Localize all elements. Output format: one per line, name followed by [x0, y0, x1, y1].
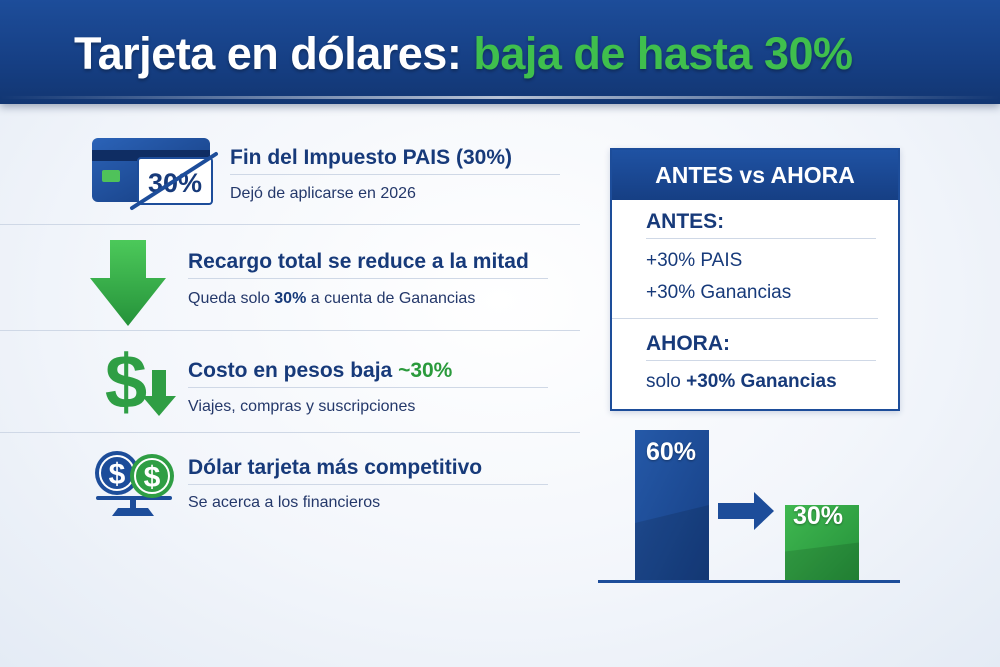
comparison-bar-chart [598, 430, 900, 583]
costo-title-pre: Costo en pesos baja [188, 359, 399, 382]
costo-title-green: ~30% [398, 359, 453, 382]
item-title-recargo: Recargo total se reduce a la mitad [188, 250, 529, 273]
svg-text:$: $ [144, 461, 161, 494]
panel-divider [646, 238, 876, 239]
before-line-ganancias: +30% Ganancias [646, 282, 792, 303]
svg-text:$: $ [105, 342, 147, 420]
panel-divider [612, 318, 878, 319]
item-underline [188, 484, 548, 485]
item-underline [188, 387, 548, 388]
bar-label-60: 60% [646, 438, 697, 466]
page-title: Tarjeta en dólares: baja de hasta 30% [74, 28, 853, 80]
recargo-sub-pre: Queda solo [188, 290, 275, 307]
item-title-costo: Costo en pesos baja ~30% [188, 359, 452, 383]
svg-text:$: $ [109, 458, 126, 491]
dollar-down-icon: $ [105, 342, 176, 420]
item-underline [230, 174, 560, 175]
dollar-peso-scale-icon: $ $ [95, 451, 174, 516]
bar-label-30: 30% [793, 502, 844, 530]
item-title-dolar: Dólar tarjeta más competitivo [188, 456, 483, 479]
comparison-header: ANTES vs AHORA [612, 150, 898, 200]
now-label: AHORA: [646, 332, 730, 355]
bar-0 [635, 430, 709, 580]
down-arrow-icon [90, 240, 166, 326]
now-line: solo +30% Ganancias [646, 371, 837, 393]
now-pre: solo [646, 371, 687, 392]
chart-baseline [598, 580, 900, 583]
recargo-sub-post: a cuenta de Ganancias [306, 290, 476, 307]
header-shine [0, 96, 1000, 99]
before-label: ANTES: [646, 210, 725, 233]
bar-1 [785, 505, 859, 580]
item-subtitle-pais: Dejó de aplicarse en 2026 [230, 185, 416, 202]
item-underline [188, 278, 548, 279]
header-banner: Tarjeta en dólares: baja de hasta 30% [0, 0, 1000, 104]
bar-shade-0 [635, 505, 709, 580]
bar-shade-1 [785, 542, 859, 580]
before-line-pais: +30% PAIS [646, 250, 743, 271]
comparison-panel: ANTES vs AHORA ANTES: +30% PAIS +30% Gan… [610, 148, 900, 411]
item-subtitle-dolar: Se acerca a los financieros [188, 494, 381, 511]
title-part-white: Tarjeta en dólares: [74, 28, 462, 79]
item-subtitle-costo: Viajes, compras y suscripciones [188, 398, 416, 415]
item-subtitle-recargo: Queda solo 30% a cuenta de Ganancias [188, 290, 475, 308]
title-part-green: baja de hasta 30% [473, 28, 853, 79]
credit-card-icon: 30% [92, 138, 218, 210]
section-divider [0, 432, 580, 433]
section-divider [0, 224, 580, 225]
recargo-sub-bold: 30% [274, 290, 307, 307]
transition-arrow-icon [718, 492, 774, 530]
item-title-pais: Fin del Impuesto PAIS (30%) [230, 146, 512, 169]
comparison-title: ANTES vs AHORA [655, 162, 855, 188]
panel-divider [646, 360, 876, 361]
section-divider [0, 330, 580, 331]
now-bold: +30% Ganancias [686, 371, 837, 392]
